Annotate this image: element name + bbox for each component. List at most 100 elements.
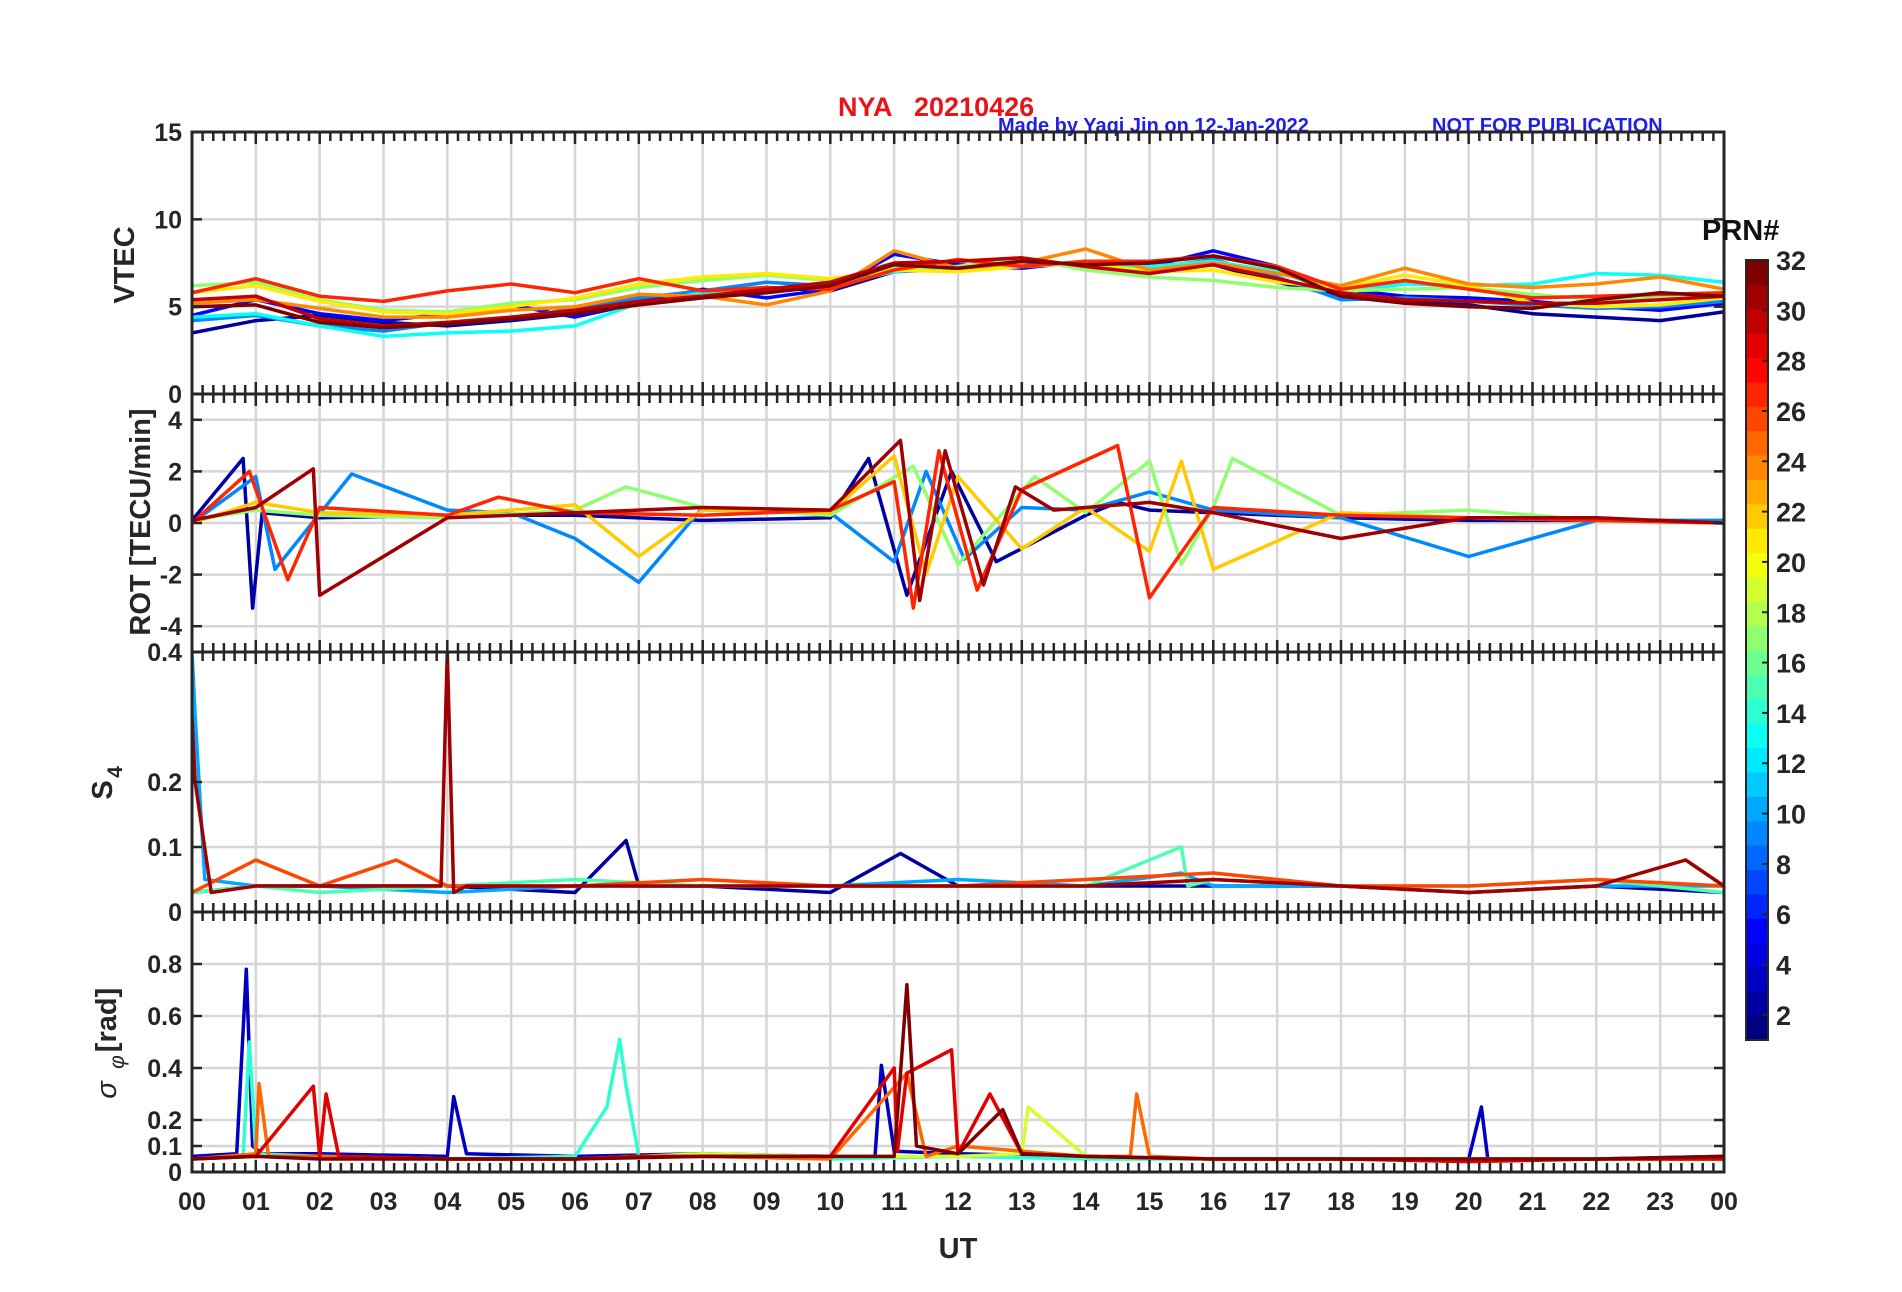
colorbar-tick-label: 24 [1776, 447, 1806, 477]
s4-panel-ytick-label: 0.1 [147, 834, 182, 862]
sigma-phi-panel-ytick-label: 0.8 [147, 951, 182, 979]
x-tick-label: 05 [497, 1188, 525, 1216]
rot-panel: -4 -2 0 2 4 [160, 392, 1726, 654]
series-prn-27 [192, 443, 1724, 610]
vtec-panel-ytick-label: 10 [154, 206, 182, 234]
series-prn-9 [192, 469, 1724, 585]
colorbar-tick-label: 16 [1776, 649, 1806, 679]
ylabel-s4: S 4 [87, 766, 127, 800]
credit-text: Made by Yaqi Jin on 12-Jan-2022 [998, 115, 1309, 137]
sigma-phi-panel-ytick-label: 0.1 [147, 1133, 182, 1161]
colorbar-segment [1746, 576, 1768, 602]
panels: 051015-4-202400.10.20.400.10.20.40.60.80… [147, 119, 1738, 1216]
vtec-panel: 0 5 10 15 [154, 119, 1726, 409]
rot-panel-ytick-label: -2 [160, 562, 182, 590]
sigma-phi-panel-series [192, 967, 1724, 1164]
colorbar-segment [1746, 991, 1768, 1017]
xlabel: UT [939, 1233, 978, 1265]
colorbar-segment [1746, 552, 1768, 578]
colorbar-tick-label: 26 [1776, 397, 1806, 427]
vtec-panel-ytick-label: 0 [168, 381, 182, 409]
x-tick-label: 16 [1199, 1188, 1227, 1216]
rot-panel-ytick-label: 2 [168, 458, 182, 486]
x-tick-label: 15 [1136, 1188, 1164, 1216]
colorbar-segment [1746, 747, 1768, 773]
x-tick-labels: 00 01 02 03 04 05 06 07 08 09 10 11 12 13 14 15 16 17 18 19… [178, 1188, 1738, 1216]
colorbar-title: PRN# [1702, 215, 1779, 247]
s4-panel-series [192, 652, 1724, 895]
ylabel-vtec: VTEC [109, 226, 141, 303]
x-tick-label: 22 [1582, 1188, 1610, 1216]
colorbar-tick-label: 2 [1776, 1001, 1791, 1031]
svg-text:φ: φ [106, 1055, 129, 1069]
sigma-phi-panel: 00.10.2 0.4 0.6 0.8 [147, 910, 1726, 1187]
x-tick-label: 19 [1391, 1188, 1419, 1216]
s4-panel-ytick-label: 0.4 [147, 639, 182, 667]
x-tick-label: 17 [1263, 1188, 1291, 1216]
sigma-phi-panel-frame [190, 910, 1726, 1174]
x-tick-label: 02 [306, 1188, 334, 1216]
vtec-panel-ytick-label: 15 [154, 119, 182, 147]
colorbar-tick-label: 6 [1776, 900, 1791, 930]
x-tick-label: 23 [1646, 1188, 1674, 1216]
colorbar-segment [1746, 674, 1768, 700]
colorbar-segment [1746, 601, 1768, 627]
x-tick-label: 18 [1327, 1188, 1355, 1216]
sigma-phi-panel-ytick-label: 0 [168, 1159, 182, 1187]
colorbar-segment [1746, 503, 1768, 529]
rot-panel-ytick-label: 0 [168, 510, 182, 538]
colorbar-segment [1746, 723, 1768, 749]
colorbar-segment [1746, 479, 1768, 505]
sigma-phi-panel-ytick-label: 0.2 [147, 1107, 182, 1135]
s4-panel-ytick-label: 0.2 [147, 769, 182, 797]
colorbar-segment [1746, 284, 1768, 310]
x-tick-label: 03 [370, 1188, 398, 1216]
colorbar-segment [1746, 357, 1768, 383]
colorbar-segment [1746, 650, 1768, 675]
colorbar-segment [1746, 333, 1768, 359]
rot-panel-series [192, 438, 1724, 610]
colorbar-segment [1746, 381, 1768, 407]
x-tick-label: 00 [1710, 1188, 1738, 1216]
colorbar-segment [1746, 698, 1768, 724]
series-prn-22 [192, 454, 1724, 577]
ylabel-rot: ROT [TECU/min] [125, 408, 157, 635]
series-prn-32 [192, 983, 1724, 1161]
ylabel-sigma-phi: σ φ [rad] [91, 988, 129, 1099]
colorbar-segment [1746, 820, 1768, 846]
colorbar-tick-label: 4 [1776, 951, 1791, 981]
rot-panel-ytick-label: -4 [160, 613, 182, 641]
colorbar-segment [1746, 528, 1768, 554]
colorbar-segment [1746, 1015, 1768, 1041]
colorbar-tick-label: 20 [1776, 548, 1806, 578]
colorbar-tick-label: 12 [1776, 749, 1806, 779]
colorbar-tick-label: 10 [1776, 800, 1806, 830]
svg-text:4: 4 [104, 766, 127, 778]
colorbar-segment [1746, 455, 1768, 480]
colorbar-frame [1745, 259, 1769, 1041]
series-prn-31 [192, 438, 1724, 603]
x-tick-label: 00 [178, 1188, 206, 1216]
colorbar-segment [1746, 430, 1768, 456]
plot-title: NYA 20210426 [838, 92, 1034, 122]
colorbar-segment [1746, 771, 1768, 797]
x-tick-label: 01 [242, 1188, 270, 1216]
sigma-phi-panel-ytick-label: 0.6 [147, 1003, 182, 1031]
colorbar-segment [1746, 625, 1768, 651]
colorbar-tick-label: 28 [1776, 347, 1806, 377]
colorbar-segment [1746, 869, 1768, 895]
svg-text:[rad]: [rad] [91, 988, 123, 1052]
svg-text:σ: σ [91, 1080, 123, 1099]
colorbar-segment [1746, 796, 1768, 822]
x-tick-label: 20 [1455, 1188, 1483, 1216]
colorbar-tick-label: 18 [1776, 598, 1806, 628]
colorbar-segment [1746, 260, 1768, 285]
colorbar-segment [1746, 918, 1768, 944]
colorbar-tick-label: 30 [1776, 296, 1806, 326]
sigma-phi-panel-ytick-label: 0.4 [147, 1055, 182, 1083]
colorbar-segment [1746, 308, 1768, 334]
x-tick-label: 07 [625, 1188, 653, 1216]
colorbar-tick-label: 14 [1776, 699, 1806, 729]
series-prn-32 [192, 254, 1724, 330]
